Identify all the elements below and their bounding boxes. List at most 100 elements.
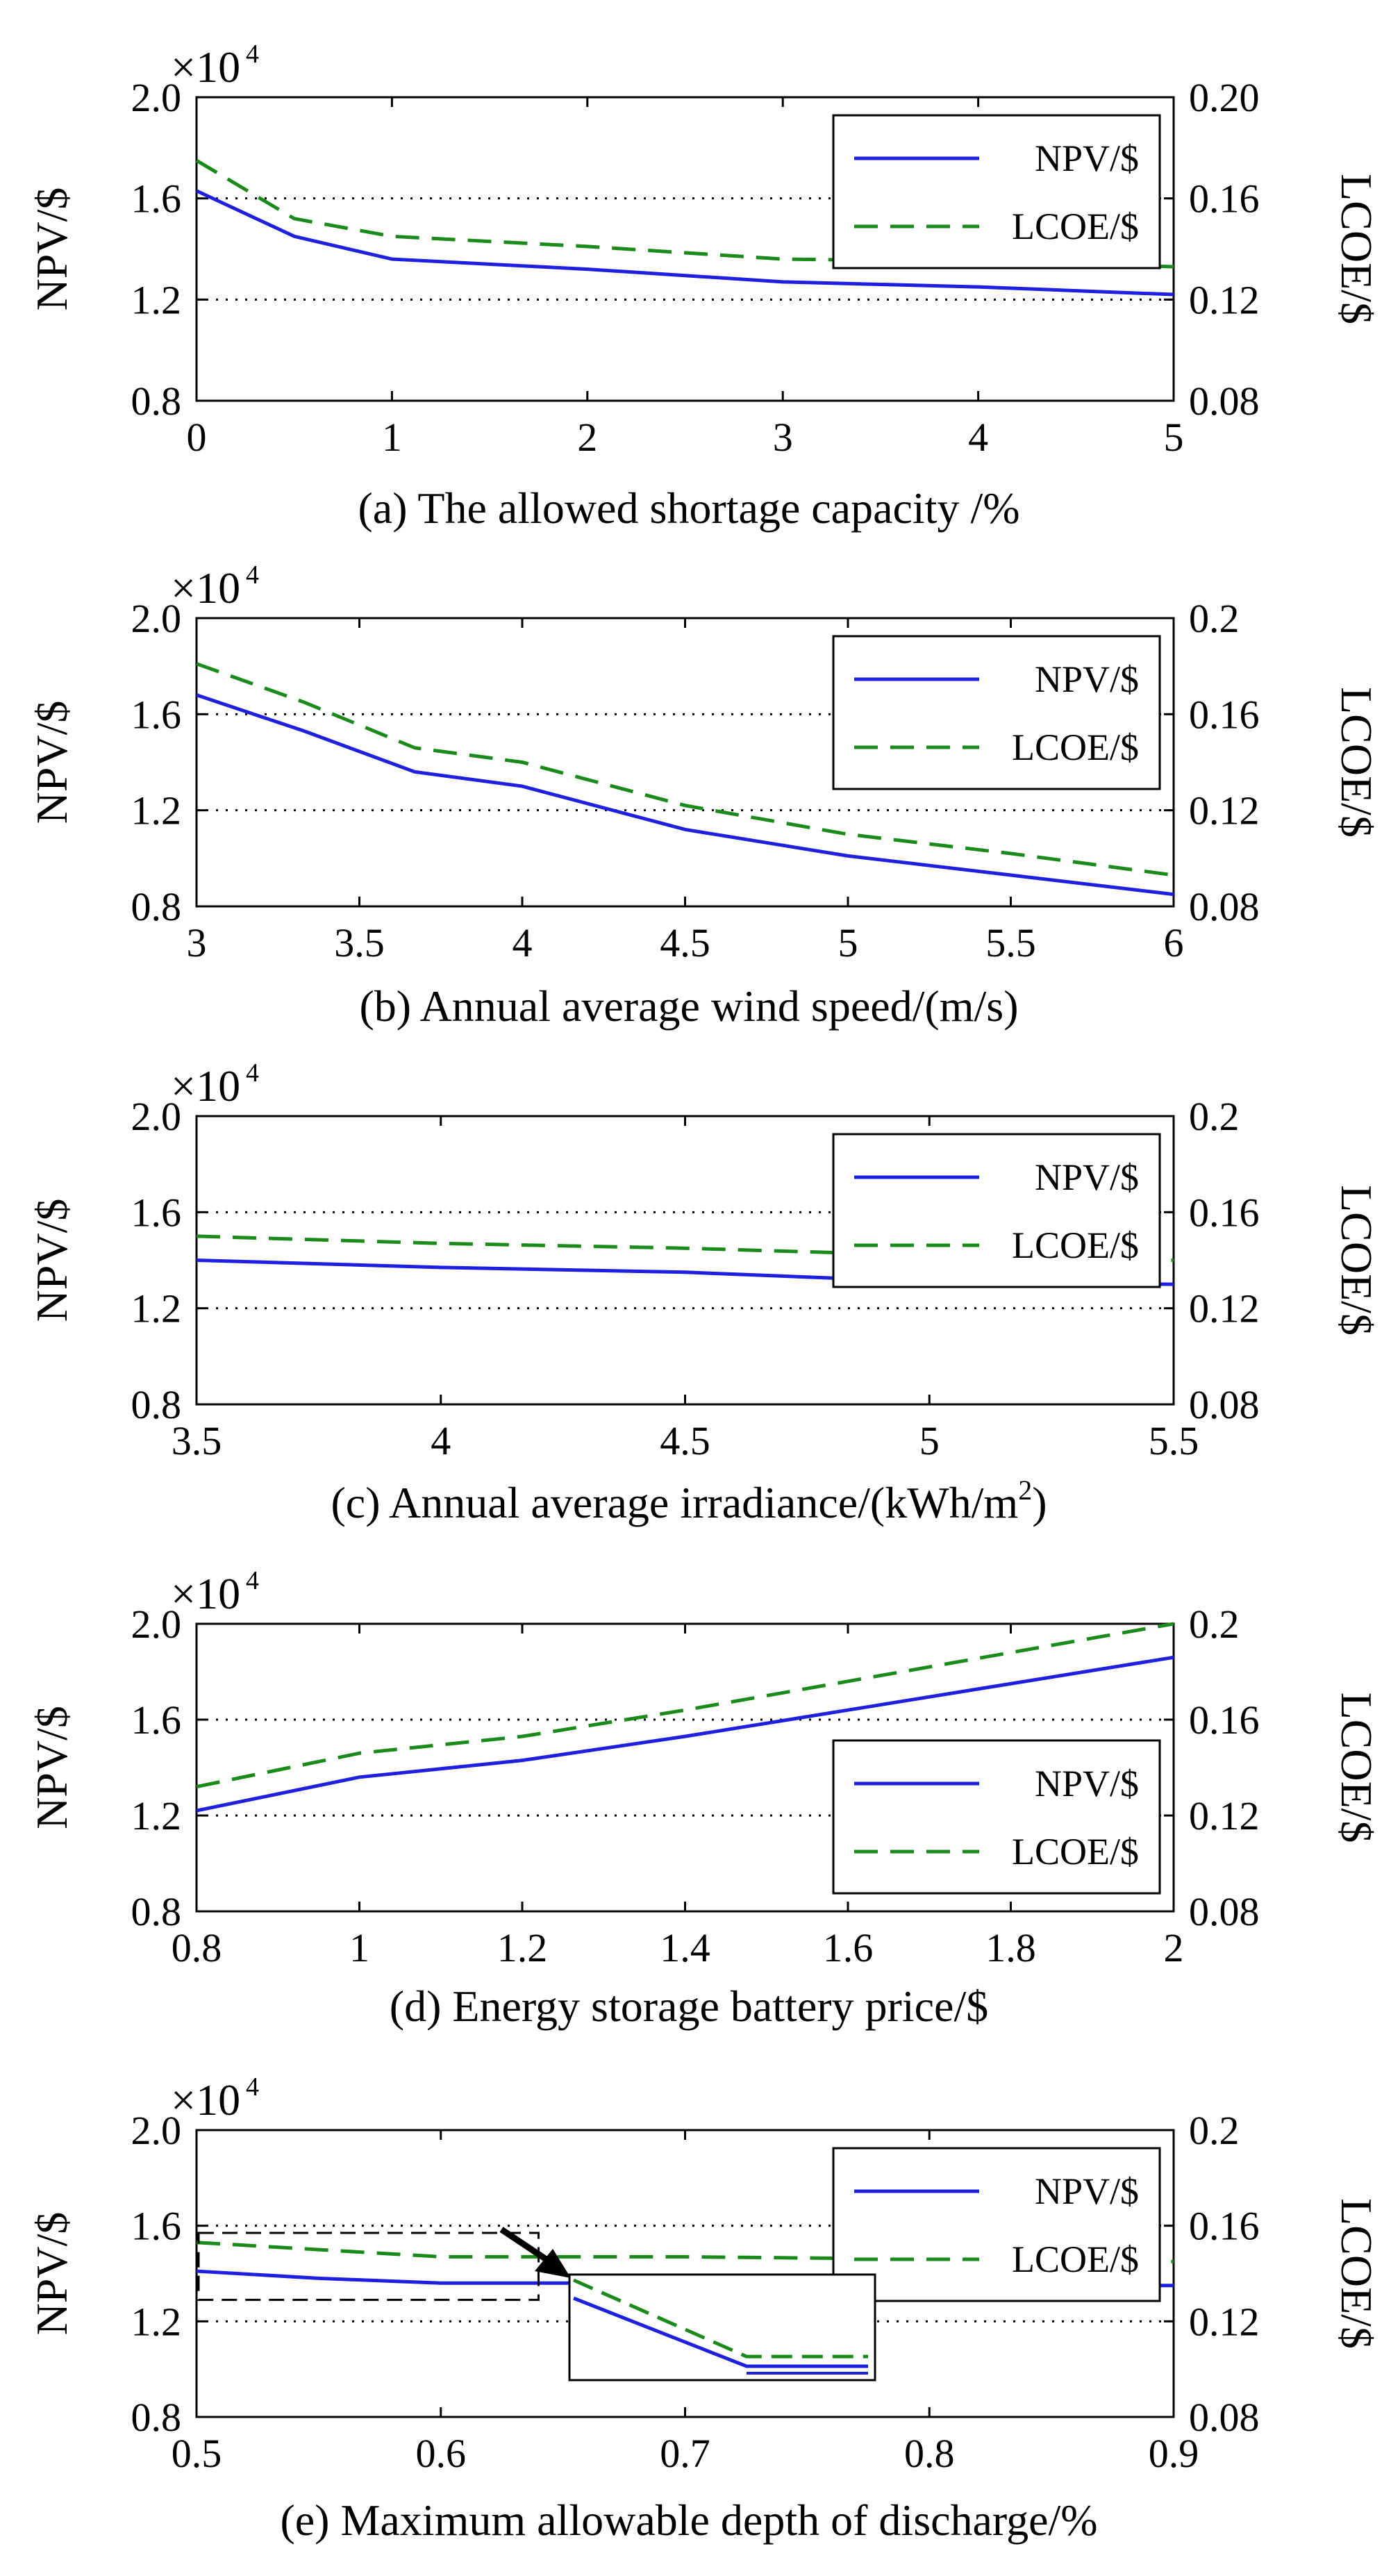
x-tick-label: 3 bbox=[773, 415, 793, 460]
legend-lcoe-label: LCOE/$ bbox=[1012, 2238, 1139, 2280]
y-tick-label: 0.8 bbox=[131, 379, 182, 424]
y2-tick-label: 0.2 bbox=[1189, 1094, 1240, 1139]
y-tick-label: 1.6 bbox=[131, 692, 182, 737]
legend: NPV/$ LCOE/$ bbox=[832, 2147, 1161, 2302]
x-tick-label: 0.5 bbox=[172, 2431, 222, 2476]
y-tick-label: 1.6 bbox=[131, 1190, 182, 1235]
x-tick-label: 1.2 bbox=[497, 1925, 548, 1970]
zoom-inset-box bbox=[568, 2273, 876, 2382]
x-tick-label: 3.5 bbox=[172, 1418, 222, 1463]
legend-npv-label: NPV/$ bbox=[1035, 658, 1139, 700]
npv-series-line bbox=[196, 693, 1174, 897]
x-tick-label: 4.5 bbox=[660, 920, 710, 965]
chart-caption: (c) Annual average irradiance/(kWh/m2) bbox=[331, 1474, 1047, 1527]
y-axis-label: NPV/$ bbox=[27, 2212, 76, 2336]
y-tick-label: 0.8 bbox=[131, 1382, 182, 1427]
legend-box bbox=[832, 2147, 1161, 2302]
legend-lcoe-label: LCOE/$ bbox=[1012, 1831, 1139, 1872]
lcoe-series-line bbox=[196, 1622, 1174, 1789]
x-tick-label: 4.5 bbox=[660, 1418, 710, 1463]
x-tick-label: 1.6 bbox=[823, 1925, 874, 1970]
y2-tick-label: 0.20 bbox=[1189, 75, 1260, 120]
x-tick-label: 1 bbox=[349, 1925, 369, 1970]
y2-tick-label: 0.2 bbox=[1189, 2108, 1240, 2153]
x-tick-label: 4 bbox=[513, 920, 533, 965]
legend-lcoe-label: LCOE/$ bbox=[1012, 726, 1139, 768]
axis-multiplier-exponent: 4 bbox=[246, 1058, 259, 1088]
y-tick-label: 2.0 bbox=[131, 1602, 182, 1647]
y-axis-label: NPV/$ bbox=[27, 701, 76, 824]
y-tick-label: 1.6 bbox=[131, 2204, 182, 2249]
y2-tick-label: 0.08 bbox=[1189, 379, 1260, 424]
legend: NPV/$ LCOE/$ bbox=[832, 635, 1161, 790]
y2-tick-label: 0.12 bbox=[1189, 788, 1260, 833]
axis-multiplier-exponent: 4 bbox=[246, 2072, 259, 2102]
axis-multiplier-exponent: 4 bbox=[246, 40, 259, 69]
y2-tick-label: 0.12 bbox=[1189, 277, 1260, 322]
zoom-region-box bbox=[197, 2232, 540, 2301]
legend-npv-label: NPV/$ bbox=[1035, 2170, 1139, 2212]
x-tick-label: 0.6 bbox=[416, 2431, 467, 2476]
y2-axis-label: LCOE/$ bbox=[1332, 687, 1381, 838]
caption-tail: ) bbox=[1032, 1478, 1047, 1527]
zoom-arrow-head bbox=[535, 2249, 571, 2278]
y2-tick-label: 0.2 bbox=[1189, 596, 1240, 641]
y-tick-label: 1.2 bbox=[131, 788, 182, 833]
y2-tick-label: 0.12 bbox=[1189, 1286, 1260, 1331]
y2-tick-label: 0.08 bbox=[1189, 1889, 1260, 1934]
axis-multiplier: ×10 bbox=[171, 563, 240, 613]
npv-series-line bbox=[195, 189, 1174, 297]
x-tick-label: 3.5 bbox=[334, 920, 385, 965]
x-tick-label: 5.5 bbox=[985, 920, 1036, 965]
y2-tick-label: 0.16 bbox=[1189, 176, 1260, 222]
y2-tick-label: 0.16 bbox=[1189, 2204, 1260, 2249]
y-tick-label: 1.2 bbox=[131, 1793, 182, 1838]
y2-tick-label: 0.08 bbox=[1189, 884, 1260, 929]
chart-panel-e: 0.5 0.6 0.7 0.8 0.9 0.8 1.2 1.6 2.0 0.08 0.12 0.16 0… bbox=[27, 2072, 1381, 2545]
legend-lcoe-label: LCOE/$ bbox=[1012, 206, 1139, 247]
zoom-npv-line bbox=[573, 2296, 868, 2368]
y2-axis-label: LCOE/$ bbox=[1332, 174, 1381, 324]
axis-multiplier: ×10 bbox=[171, 1569, 240, 1618]
y2-tick-label: 0.08 bbox=[1189, 2395, 1260, 2440]
y-tick-label: 1.2 bbox=[131, 2299, 182, 2344]
y-tick-label: 1.6 bbox=[131, 1697, 182, 1743]
chart-caption: (e) Maximum allowable depth of discharge… bbox=[280, 2495, 1097, 2545]
chart-panel-c: 3.5 4 4.5 5 5.5 0.8 1.2 1.6 2.0 0.08 0.12 0.16 0.2 ×1… bbox=[27, 1058, 1381, 1527]
caption-superscript: 2 bbox=[1018, 1474, 1032, 1506]
lcoe-series-line bbox=[196, 662, 1174, 877]
legend-box bbox=[832, 635, 1161, 790]
legend-npv-label: NPV/$ bbox=[1035, 1763, 1139, 1804]
x-tick-label: 0.9 bbox=[1149, 2431, 1199, 2476]
legend-npv-label: NPV/$ bbox=[1035, 138, 1139, 179]
x-tick-label: 2 bbox=[1164, 1925, 1184, 1970]
legend: NPV/$ LCOE/$ bbox=[832, 114, 1161, 269]
axis-multiplier: ×10 bbox=[171, 2075, 240, 2125]
chart-panel-d: 0.8 1 1.2 1.4 1.6 1.8 2 0.8 1.2 1.6 2.0 0.08 0.12 0.1… bbox=[27, 1566, 1381, 2031]
x-tick-label: 0.8 bbox=[904, 2431, 955, 2476]
x-tick-label: 1.8 bbox=[985, 1925, 1036, 1970]
axis-multiplier: ×10 bbox=[171, 42, 240, 92]
x-tick-label: 4 bbox=[431, 1418, 451, 1463]
y2-axis-label: LCOE/$ bbox=[1332, 1693, 1381, 1843]
y-axis-label: NPV/$ bbox=[27, 1706, 76, 1829]
y-tick-label: 2.0 bbox=[131, 75, 182, 120]
x-tick-label: 0.8 bbox=[172, 1925, 222, 1970]
legend-box bbox=[832, 114, 1161, 269]
chart-caption: (b) Annual average wind speed/(m/s) bbox=[359, 981, 1018, 1031]
x-tick-label: 5 bbox=[1164, 415, 1184, 460]
x-tick-label: 5 bbox=[838, 920, 858, 965]
y2-tick-label: 0.16 bbox=[1189, 1697, 1260, 1743]
y2-tick-label: 0.12 bbox=[1189, 1793, 1260, 1838]
chart-panel-b: 3 3.5 4 4.5 5 5.5 6 0.8 1.2 1.6 2.0 0.08 0.12 0.16 0.2… bbox=[27, 560, 1381, 1031]
y2-tick-label: 0.16 bbox=[1189, 692, 1260, 737]
plot-frame bbox=[195, 96, 1175, 402]
axis-multiplier-exponent: 4 bbox=[246, 560, 259, 590]
y-tick-label: 1.2 bbox=[131, 277, 182, 322]
legend-box bbox=[832, 1133, 1161, 1288]
y-tick-label: 0.8 bbox=[131, 1889, 182, 1934]
y2-tick-label: 0.08 bbox=[1189, 1382, 1260, 1427]
y-axis-label: NPV/$ bbox=[27, 188, 76, 311]
x-tick-label: 0.7 bbox=[660, 2431, 710, 2476]
